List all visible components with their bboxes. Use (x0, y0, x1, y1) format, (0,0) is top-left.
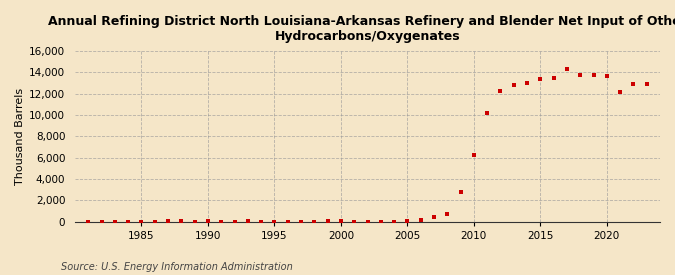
Point (109, 219, 120, 224)
Point (482, 111, 493, 115)
Y-axis label: Thousand Barrels: Thousand Barrels (15, 88, 25, 185)
Point (349, 219, 360, 224)
Point (136, 219, 147, 224)
Point (242, 219, 253, 223)
Point (149, 219, 160, 224)
Point (362, 219, 373, 224)
Point (335, 219, 346, 224)
Point (176, 219, 187, 224)
Point (508, 83, 519, 87)
Point (97, 219, 107, 224)
Point (216, 219, 227, 224)
Point (189, 219, 200, 224)
Point (375, 219, 386, 224)
Point (309, 219, 320, 224)
Point (562, 67, 572, 72)
Text: Source: U.S. Energy Information Administration: Source: U.S. Energy Information Administ… (61, 262, 292, 272)
Point (641, 82, 652, 86)
Point (256, 219, 267, 224)
Point (442, 212, 453, 216)
Point (163, 219, 173, 224)
Point (229, 219, 240, 224)
Point (415, 218, 426, 222)
Point (535, 77, 546, 81)
Point (402, 218, 413, 223)
Point (588, 72, 599, 77)
Point (282, 219, 293, 224)
Point (455, 190, 466, 194)
Point (389, 219, 400, 224)
Point (495, 88, 506, 93)
Point (429, 215, 439, 220)
Point (123, 219, 134, 224)
Title: Annual Refining District North Louisiana-Arkansas Refinery and Blender Net Input: Annual Refining District North Louisiana… (48, 15, 675, 43)
Point (322, 219, 333, 223)
Point (296, 219, 306, 224)
Point (548, 76, 559, 80)
Point (83, 219, 94, 224)
Point (202, 219, 213, 223)
Point (615, 89, 626, 94)
Point (601, 73, 612, 78)
Point (468, 152, 479, 157)
Point (522, 81, 533, 85)
Point (628, 82, 639, 86)
Point (269, 219, 280, 224)
Point (575, 72, 586, 77)
